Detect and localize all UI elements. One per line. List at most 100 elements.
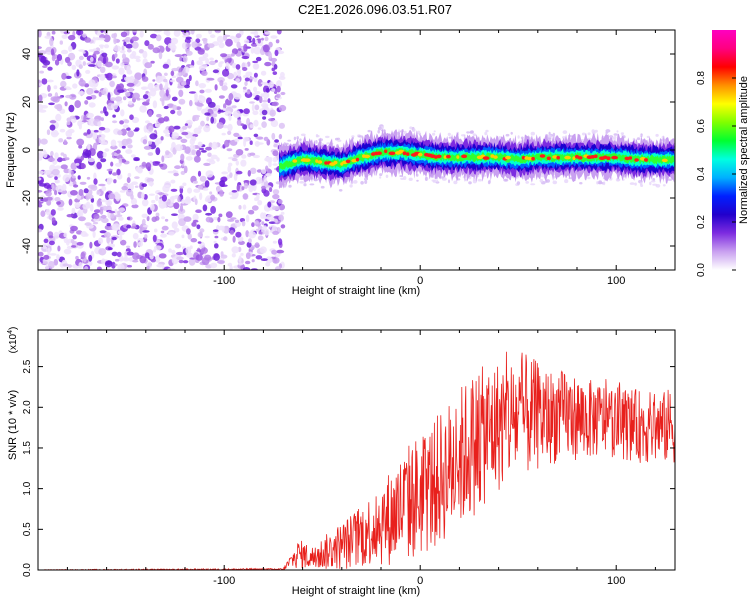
noise-blob <box>275 93 281 99</box>
noise-blob <box>171 96 178 102</box>
noise-blob <box>126 216 131 221</box>
noise-blob <box>233 110 241 118</box>
noise-blob <box>42 261 48 265</box>
noise-blob <box>135 58 141 63</box>
noise-blob <box>99 73 106 81</box>
noise-blob <box>47 84 51 92</box>
noise-blob <box>190 30 195 35</box>
noise-blob <box>179 204 184 212</box>
signal-peak <box>577 156 583 160</box>
noise-blob <box>71 64 77 70</box>
noise-blob <box>201 38 208 42</box>
noise-blob <box>203 162 211 166</box>
snr-panel: -100 0 100 0.0 0.5 1.0 1.5 2.0 2.5 Height of str… <box>7 327 676 597</box>
noise-blob <box>171 75 177 78</box>
noise-blob <box>170 70 175 77</box>
noise-blob <box>197 231 203 238</box>
noise-blob <box>269 200 276 204</box>
noise-blob <box>216 122 224 129</box>
noise-blob <box>38 203 43 208</box>
noise-blob <box>244 81 248 87</box>
noise-blob <box>207 43 215 49</box>
noise-blob <box>70 190 78 196</box>
noise-blob <box>241 62 248 68</box>
colorbar-gradient <box>712 30 736 270</box>
noise-blob <box>54 197 61 202</box>
noise-blob <box>100 117 104 122</box>
noise-blob <box>271 132 276 140</box>
noise-blob <box>38 170 44 175</box>
noise-blob <box>49 38 54 46</box>
noise-blob <box>132 252 140 260</box>
noise-blob <box>53 231 60 240</box>
noise-blob <box>251 103 255 112</box>
noise-blob <box>110 103 118 110</box>
noise-blob <box>193 180 198 184</box>
noise-blob <box>166 58 171 65</box>
noise-blob <box>272 163 278 166</box>
noise-blob <box>211 141 218 150</box>
noise-blob <box>54 179 61 184</box>
noise-blob <box>197 185 203 190</box>
noise-blob <box>243 180 250 183</box>
noise-blob <box>259 246 267 254</box>
noise-blob <box>255 56 262 62</box>
noise-blob <box>190 238 198 243</box>
noise-blob <box>105 199 113 206</box>
speckle-blob <box>409 126 413 130</box>
noise-blob <box>52 96 60 103</box>
noise-blob <box>209 60 216 66</box>
noise-blob <box>75 255 79 260</box>
noise-blob <box>127 172 132 178</box>
noise-blob <box>125 43 133 49</box>
noise-blob <box>55 113 62 122</box>
speckle-blob <box>416 179 419 182</box>
noise-blob <box>98 134 102 138</box>
noise-blob <box>275 39 280 44</box>
noise-blob <box>161 155 165 163</box>
noise-blob <box>118 67 125 75</box>
noise-blob <box>38 30 42 38</box>
noise-blob <box>214 59 218 63</box>
noise-blob <box>94 30 98 35</box>
noise-blob <box>108 193 116 200</box>
noise-blob <box>255 255 263 260</box>
noise-blob <box>157 117 165 124</box>
noise-blob <box>185 156 193 161</box>
noise-blob <box>96 60 103 68</box>
noise-blob <box>45 51 53 55</box>
noise-blob <box>131 50 137 57</box>
noise-blob <box>134 185 139 188</box>
noise-blob <box>94 90 99 94</box>
noise-blob <box>150 203 155 212</box>
noise-blob <box>119 120 124 125</box>
speckle-blob <box>547 134 552 138</box>
noise-blob <box>280 211 285 215</box>
noise-blob <box>172 104 178 111</box>
noise-blob <box>112 120 118 124</box>
noise-blob <box>64 101 68 107</box>
noise-blob <box>264 228 270 236</box>
noise-blob <box>98 44 105 47</box>
noise-blob <box>144 234 148 239</box>
noise-blob <box>53 85 58 90</box>
noise-blob <box>272 240 277 244</box>
noise-blob <box>137 241 143 247</box>
noise-blob <box>227 130 232 135</box>
speckle-blob <box>314 179 318 182</box>
speckle-blob <box>484 131 488 136</box>
noise-blob <box>174 165 182 170</box>
noise-blob <box>268 52 273 59</box>
signal-peak <box>456 155 460 159</box>
noise-blob <box>258 96 263 104</box>
noise-blob <box>167 103 174 108</box>
noise-blob <box>129 114 134 120</box>
noise-blob <box>98 183 106 187</box>
speckle-blob <box>662 184 666 187</box>
noise-blob <box>67 264 72 268</box>
signal-peak <box>611 155 618 160</box>
noise-blob <box>132 259 139 263</box>
noise-blob <box>221 225 225 233</box>
noise-blob <box>77 175 81 180</box>
noise-blob <box>71 207 76 215</box>
